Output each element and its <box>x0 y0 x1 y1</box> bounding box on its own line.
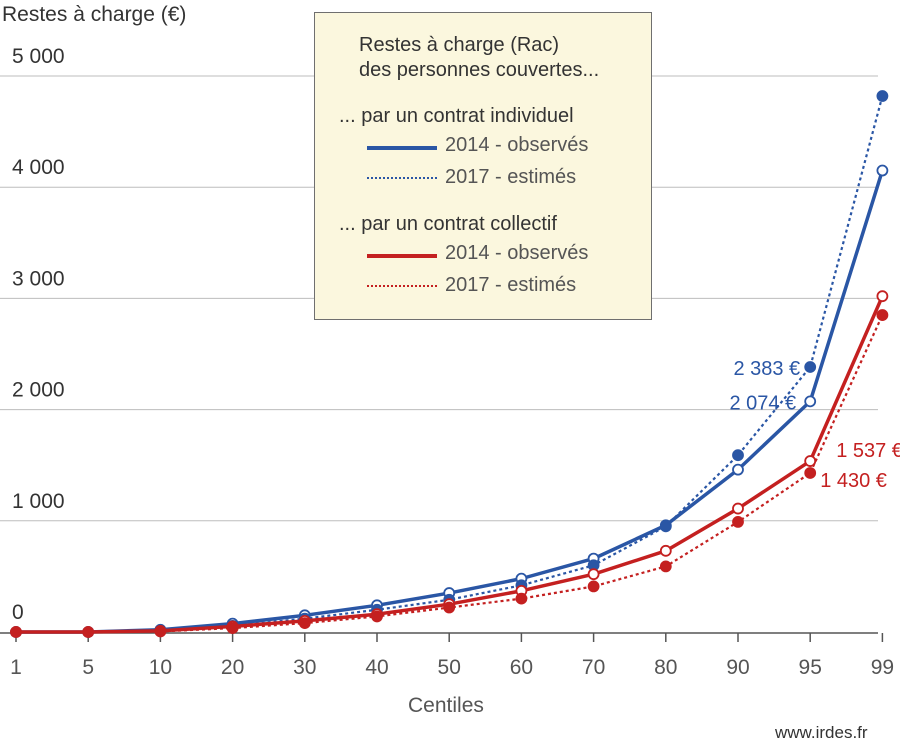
x-tick-label: 99 <box>871 656 894 679</box>
data-point-col2014 <box>659 544 672 557</box>
legend-swatch-individuel-2014 <box>367 146 437 150</box>
data-point-ind2017 <box>876 90 889 102</box>
chart-legend: Restes à charge (Rac) des personnes couv… <box>314 12 652 320</box>
data-point-col2017 <box>82 626 95 638</box>
y-tick-label: 0 <box>12 601 24 624</box>
data-point-ind2014 <box>876 164 889 177</box>
x-tick-label: 50 <box>438 656 461 679</box>
x-tick-label: 70 <box>582 656 605 679</box>
x-tick-label: 1 <box>10 656 22 679</box>
data-point-col2017 <box>587 580 600 593</box>
x-tick-label: 95 <box>799 656 822 679</box>
data-point-col2017 <box>659 560 672 573</box>
data-point-col2017 <box>10 626 22 638</box>
x-tick-label: 40 <box>365 656 388 679</box>
legend-item-individuel-2014: 2014 - observés <box>445 134 589 156</box>
x-axis-label: Centiles <box>408 694 484 717</box>
legend-title-line-2: des personnes couvertes... <box>359 59 600 81</box>
x-tick-label: 5 <box>82 656 94 679</box>
legend-group-individuel: ... par un contrat individuel <box>339 105 574 127</box>
legend-item-collectif-2017: 2017 - estimés <box>445 274 577 296</box>
source-credit: www.irdes.fr <box>775 723 868 742</box>
data-point-col2017 <box>876 309 889 321</box>
legend-item-collectif-2014: 2014 - observés <box>445 242 589 264</box>
series-line-col2014 <box>16 295 885 634</box>
y-tick-label: 3 000 <box>12 267 65 290</box>
legend-group-collectif: ... par un contrat collectif <box>339 213 557 235</box>
data-point-ind2017 <box>732 449 744 462</box>
x-tick-label: 30 <box>293 656 316 679</box>
y-tick-label: 1 000 <box>12 490 65 513</box>
data-point-col2017 <box>443 601 456 614</box>
legend-swatch-collectif-2014 <box>367 254 437 258</box>
y-tick-label: 2 000 <box>12 379 65 402</box>
data-point-col2014 <box>732 502 744 515</box>
legend-item-individuel-2017: 2017 - estimés <box>445 166 577 188</box>
x-tick-label: 60 <box>510 656 533 679</box>
data-point-col2017 <box>226 622 239 635</box>
y-tick-label: 4 000 <box>12 156 65 179</box>
data-point-col2017 <box>371 610 383 623</box>
data-point-col2017 <box>732 516 744 528</box>
annotation-col2017: 1 430 € <box>820 470 887 492</box>
legend-swatch-individuel-2017 <box>367 177 437 179</box>
annotation-col2014: 1 537 € <box>836 440 900 462</box>
annotation-ind2017: 2 383 € <box>733 358 800 380</box>
data-point-col2017 <box>515 592 528 605</box>
legend-title: Restes à charge (Rac) des personnes couv… <box>359 33 599 83</box>
data-point-col2017 <box>804 467 817 479</box>
x-tick-label: 20 <box>221 656 244 679</box>
data-point-ind2014 <box>732 463 744 476</box>
data-point-col2017 <box>154 625 167 638</box>
x-tick-label: 90 <box>726 656 749 679</box>
y-axis-label: Restes à charge (€) <box>2 3 187 26</box>
data-point-col2014 <box>587 568 600 581</box>
y-tick-label: 5 000 <box>12 45 65 68</box>
data-point-col2014 <box>876 290 889 303</box>
x-tick-label: 10 <box>149 656 172 679</box>
legend-swatch-collectif-2017 <box>367 285 437 287</box>
data-point-ind2017 <box>659 520 672 533</box>
annotation-ind2014: 2 074 € <box>729 392 796 414</box>
x-tick-label: 80 <box>654 656 677 679</box>
legend-title-line-1: Restes à charge (Rac) <box>359 34 560 56</box>
data-point-col2017 <box>298 617 311 630</box>
data-point-ind2017 <box>804 361 817 373</box>
data-point-ind2014 <box>804 395 817 408</box>
